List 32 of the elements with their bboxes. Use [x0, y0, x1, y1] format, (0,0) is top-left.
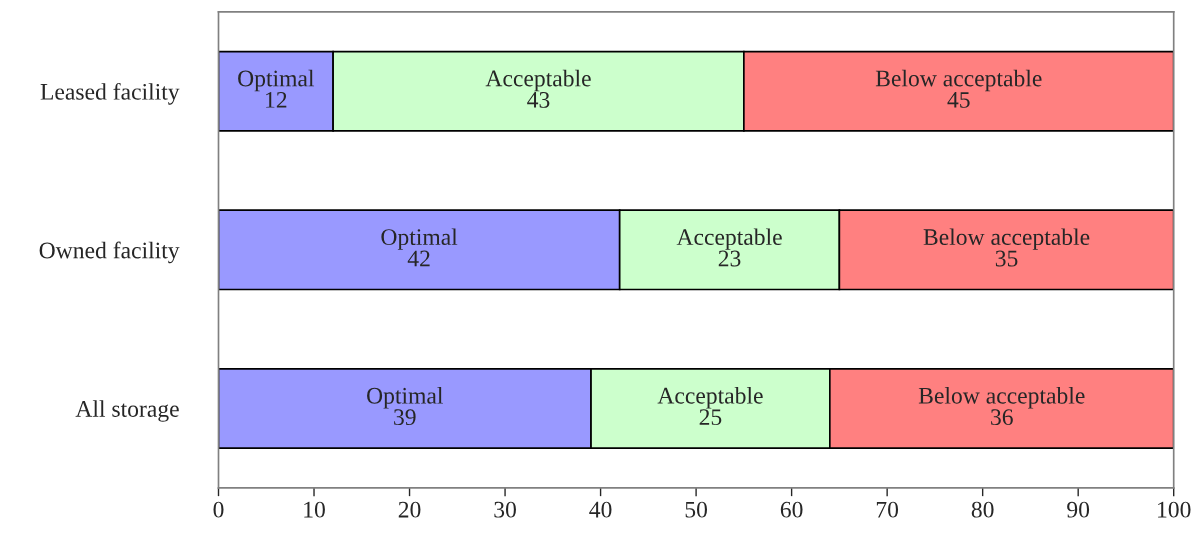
x-tick-label: 10 — [304, 501, 325, 518]
x-tick-label: 90 — [1067, 501, 1090, 518]
y-tick-label: All storage — [75, 400, 179, 422]
series-label: Acceptable — [676, 228, 782, 250]
text: Acceptable — [657, 387, 763, 409]
data-label: 35 — [995, 250, 1018, 267]
x-tick-label: 30 — [494, 501, 516, 518]
data-label: 42 — [407, 250, 430, 267]
x-tick-label: 100 — [1158, 501, 1191, 518]
data-label: 12 — [266, 91, 287, 108]
y-tick-label: Owned facility — [39, 241, 180, 264]
text: Optimal — [238, 69, 315, 92]
data-label: 23 — [718, 250, 741, 267]
x-tick-label: 50 — [685, 501, 708, 518]
data-label: 45 — [947, 92, 970, 108]
data-label: 25 — [699, 409, 722, 426]
x-tick-label: 40 — [589, 501, 612, 518]
y-tick-label: Leased facility — [40, 82, 180, 105]
text: Below acceptable — [918, 387, 1085, 409]
text: Acceptable — [485, 69, 591, 92]
data-label: 39 — [394, 409, 416, 426]
text: Below acceptable — [875, 69, 1042, 92]
x-tick-label: 60 — [780, 501, 803, 518]
x-tick-label: 70 — [876, 501, 899, 518]
series-label: Optimal — [381, 228, 458, 250]
x-tick-label: 20 — [398, 501, 421, 518]
text: Optimal — [367, 387, 443, 409]
data-label: 43 — [527, 91, 550, 108]
x-tick-label: 80 — [971, 501, 994, 518]
data-label: 36 — [991, 409, 1013, 426]
x-tick-label: 0 — [213, 501, 224, 518]
series-label: Below acceptable — [923, 228, 1090, 250]
